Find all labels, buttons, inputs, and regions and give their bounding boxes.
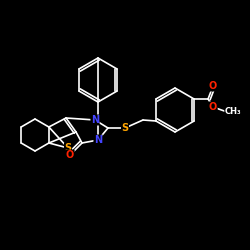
Text: N: N <box>91 115 99 125</box>
Text: O: O <box>66 150 74 160</box>
Text: O: O <box>209 81 217 91</box>
Text: N: N <box>94 135 102 145</box>
Text: S: S <box>122 123 128 133</box>
Text: S: S <box>64 143 71 153</box>
Text: O: O <box>209 102 217 112</box>
Text: CH₃: CH₃ <box>225 108 241 116</box>
